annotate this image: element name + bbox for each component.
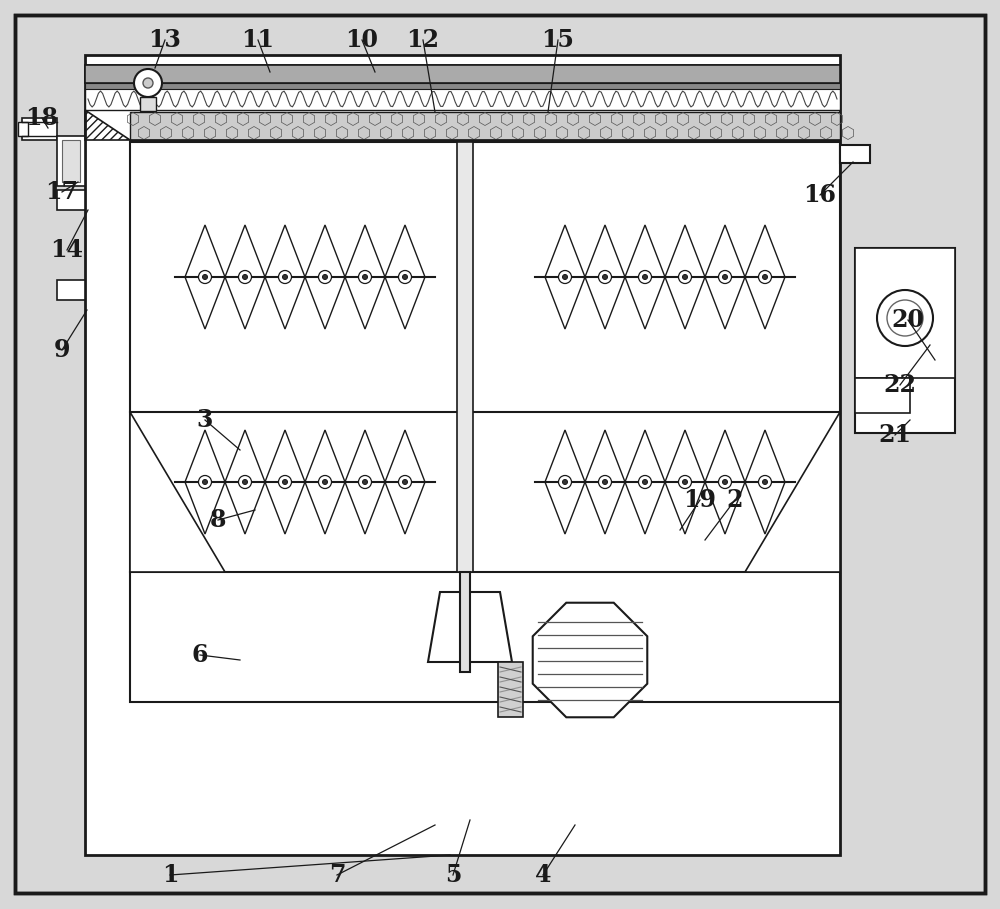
- Bar: [130, 112, 840, 140]
- Bar: [85, 83, 840, 89]
- Text: 12: 12: [406, 28, 440, 52]
- Text: 3: 3: [197, 408, 213, 432]
- Bar: [457, 142, 473, 572]
- Text: 9: 9: [54, 338, 70, 362]
- Circle shape: [318, 475, 332, 488]
- Circle shape: [283, 275, 288, 279]
- Bar: [130, 142, 840, 702]
- Text: 11: 11: [242, 28, 274, 52]
- Circle shape: [398, 475, 412, 488]
- Circle shape: [202, 480, 208, 484]
- Circle shape: [278, 271, 292, 284]
- Polygon shape: [130, 412, 225, 572]
- Bar: [18, 122, 28, 136]
- Bar: [57, 190, 85, 210]
- Circle shape: [642, 275, 648, 279]
- Circle shape: [639, 475, 652, 488]
- Circle shape: [322, 480, 328, 484]
- Circle shape: [718, 475, 732, 488]
- Bar: [22, 118, 57, 140]
- Circle shape: [722, 275, 728, 279]
- Text: 19: 19: [684, 488, 716, 512]
- Circle shape: [242, 275, 248, 279]
- Polygon shape: [533, 603, 647, 717]
- Text: 14: 14: [50, 238, 84, 262]
- Bar: [85, 83, 840, 88]
- Circle shape: [763, 480, 768, 484]
- Bar: [855, 248, 955, 378]
- Circle shape: [143, 78, 153, 88]
- Circle shape: [239, 271, 252, 284]
- Polygon shape: [428, 592, 512, 662]
- Circle shape: [678, 271, 692, 284]
- Circle shape: [642, 480, 648, 484]
- Bar: [840, 145, 870, 163]
- Bar: [57, 136, 85, 186]
- Circle shape: [402, 480, 408, 484]
- Circle shape: [402, 275, 408, 279]
- Circle shape: [358, 271, 372, 284]
- Text: 20: 20: [892, 308, 924, 332]
- Circle shape: [722, 480, 728, 484]
- Bar: [85, 65, 840, 83]
- Circle shape: [398, 271, 412, 284]
- Circle shape: [562, 275, 568, 279]
- Text: 7: 7: [329, 863, 345, 887]
- Text: 18: 18: [26, 106, 58, 130]
- Circle shape: [134, 69, 162, 97]
- Circle shape: [598, 271, 612, 284]
- Circle shape: [558, 475, 572, 488]
- Circle shape: [362, 480, 368, 484]
- Bar: [62, 140, 80, 182]
- Circle shape: [562, 480, 568, 484]
- Circle shape: [682, 480, 688, 484]
- Text: 13: 13: [149, 28, 181, 52]
- Text: 6: 6: [192, 643, 208, 667]
- Circle shape: [362, 275, 368, 279]
- Text: 17: 17: [46, 180, 78, 204]
- Bar: [85, 65, 840, 83]
- Circle shape: [278, 475, 292, 488]
- Circle shape: [239, 475, 252, 488]
- Circle shape: [198, 271, 212, 284]
- Bar: [85, 88, 840, 110]
- Polygon shape: [745, 412, 840, 572]
- Circle shape: [322, 275, 328, 279]
- Bar: [140, 97, 156, 111]
- Bar: [855, 248, 955, 433]
- Text: 2: 2: [727, 488, 743, 512]
- Circle shape: [318, 271, 332, 284]
- Circle shape: [242, 480, 248, 484]
- Circle shape: [202, 275, 208, 279]
- Circle shape: [358, 475, 372, 488]
- Circle shape: [763, 275, 768, 279]
- Circle shape: [598, 475, 612, 488]
- Text: 22: 22: [884, 373, 916, 397]
- Text: 5: 5: [445, 863, 461, 887]
- Circle shape: [639, 271, 652, 284]
- Text: 4: 4: [535, 863, 551, 887]
- Circle shape: [283, 480, 288, 484]
- Bar: [85, 55, 840, 855]
- Circle shape: [718, 271, 732, 284]
- Circle shape: [602, 275, 608, 279]
- Text: 8: 8: [210, 508, 226, 532]
- Text: 10: 10: [346, 28, 378, 52]
- Text: 15: 15: [542, 28, 574, 52]
- Circle shape: [759, 475, 772, 488]
- Bar: [498, 662, 523, 717]
- Circle shape: [877, 290, 933, 346]
- Text: 1: 1: [162, 863, 178, 887]
- Bar: [460, 572, 470, 672]
- Circle shape: [602, 480, 608, 484]
- Circle shape: [682, 275, 688, 279]
- Circle shape: [678, 475, 692, 488]
- Circle shape: [198, 475, 212, 488]
- Bar: [855, 378, 910, 413]
- Text: 21: 21: [879, 423, 912, 447]
- Text: 16: 16: [804, 183, 836, 207]
- Circle shape: [759, 271, 772, 284]
- Bar: [57, 280, 85, 300]
- Circle shape: [558, 271, 572, 284]
